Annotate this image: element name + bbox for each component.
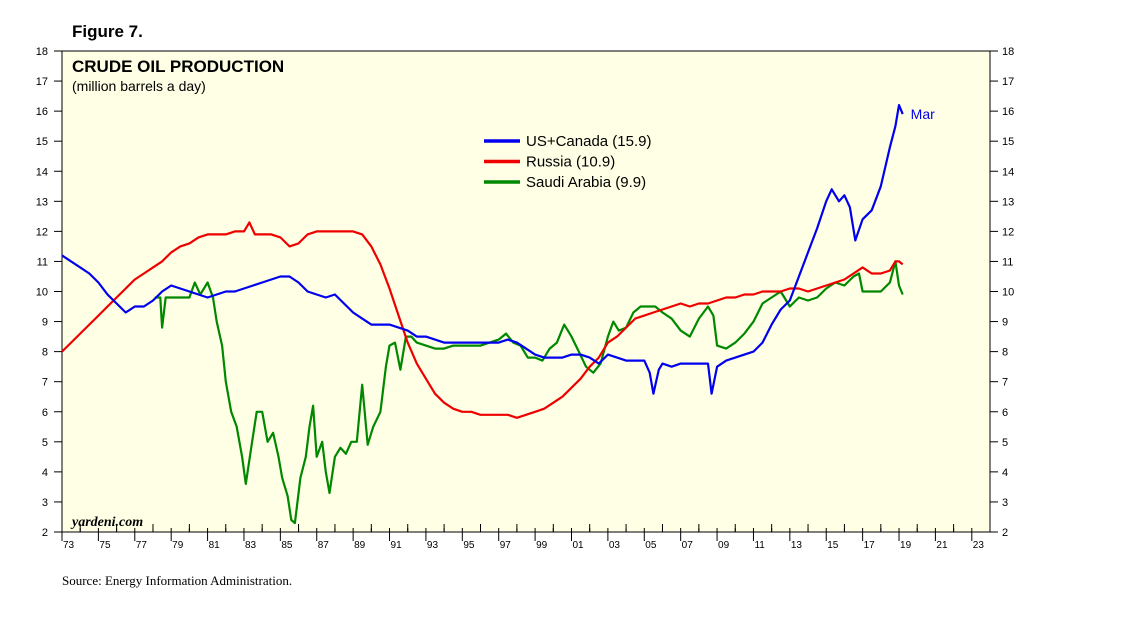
xtick-label: 89: [354, 540, 366, 551]
ytick-label-left: 15: [36, 136, 48, 148]
chart-subtitle: (million barrels a day): [72, 78, 206, 94]
ytick-label-right: 10: [1002, 287, 1014, 299]
xtick-label: 81: [209, 540, 221, 551]
xtick-label: 77: [136, 540, 148, 551]
chart-title: CRUDE OIL PRODUCTION: [72, 57, 284, 76]
xtick-label: 15: [827, 540, 839, 551]
end-label-mar: Mar: [911, 106, 935, 122]
xtick-label: 07: [682, 540, 694, 551]
legend-label: Russia (10.9): [526, 154, 615, 171]
xtick-label: 79: [172, 540, 184, 551]
ytick-label-left: 12: [36, 226, 48, 238]
legend-label: Saudi Arabia (9.9): [526, 174, 646, 191]
ytick-label-right: 8: [1002, 347, 1008, 359]
ytick-label-left: 18: [36, 46, 48, 58]
ytick-label-left: 13: [36, 196, 48, 208]
ytick-label-right: 3: [1002, 497, 1008, 509]
ytick-label-left: 6: [42, 407, 48, 419]
xtick-label: 85: [281, 540, 293, 551]
figure-title: Figure 7.: [72, 22, 143, 41]
ytick-label-right: 16: [1002, 106, 1014, 118]
ytick-label-left: 7: [42, 377, 48, 389]
series-lines: [61, 104, 904, 525]
xtick-label: 09: [718, 540, 730, 551]
ytick-label-right: 12: [1002, 226, 1014, 238]
xtick-label: 13: [791, 540, 803, 551]
xtick-label: 21: [936, 540, 948, 551]
ytick-label-right: 6: [1002, 407, 1008, 419]
xtick-label: 01: [572, 540, 584, 551]
xtick-label: 73: [63, 540, 75, 551]
watermark: yardeni.com: [70, 515, 143, 530]
xtick-label: 03: [609, 540, 621, 551]
xtick-label: 91: [391, 540, 403, 551]
xtick-label: 83: [245, 540, 257, 551]
ytick-label-right: 5: [1002, 437, 1008, 449]
ytick-label-left: 4: [42, 467, 48, 479]
xtick-label: 19: [900, 540, 912, 551]
xtick-label: 97: [500, 540, 512, 551]
ytick-label-left: 17: [36, 76, 48, 88]
ytick-label-left: 9: [42, 317, 48, 329]
ytick-label-right: 17: [1002, 76, 1014, 88]
ytick-label-right: 7: [1002, 377, 1008, 389]
source-note: Source: Energy Information Administratio…: [62, 573, 293, 588]
ytick-label-right: 9: [1002, 317, 1008, 329]
legend: US+Canada (15.9) Russia (10.9) Saudi Arabi…: [484, 133, 652, 191]
xtick-label: 17: [864, 540, 876, 551]
ytick-label-right: 11: [1002, 256, 1013, 268]
xtick-label: 99: [536, 540, 548, 551]
ytick-label-left: 5: [42, 437, 48, 449]
ytick-label-left: 3: [42, 497, 48, 509]
ytick-label-right: 15: [1002, 136, 1014, 148]
xtick-label: 95: [463, 540, 475, 551]
series-line-1: [61, 221, 904, 419]
ytick-label-right: 2: [1002, 527, 1008, 539]
ytick-label-right: 4: [1002, 467, 1008, 479]
xtick-label: 23: [973, 540, 985, 551]
ytick-label-right: 13: [1002, 196, 1014, 208]
xtick-label: 11: [754, 540, 765, 551]
ytick-label-left: 2: [42, 527, 48, 539]
ytick-label-right: 18: [1002, 46, 1014, 58]
ytick-label-left: 14: [36, 166, 48, 178]
xtick-label: 05: [645, 540, 657, 551]
legend-label: US+Canada (15.9): [526, 133, 652, 150]
ytick-label-left: 8: [42, 347, 48, 359]
series-line-2: [154, 260, 904, 525]
xtick-label: 93: [427, 540, 439, 551]
series-line-0: [61, 104, 904, 395]
xtick-label: 75: [99, 540, 111, 551]
ytick-label-right: 14: [1002, 166, 1014, 178]
xtick-label: 87: [318, 540, 330, 551]
ytick-label-left: 11: [37, 256, 48, 268]
ytick-label-left: 10: [36, 287, 48, 299]
ytick-label-left: 16: [36, 106, 48, 118]
